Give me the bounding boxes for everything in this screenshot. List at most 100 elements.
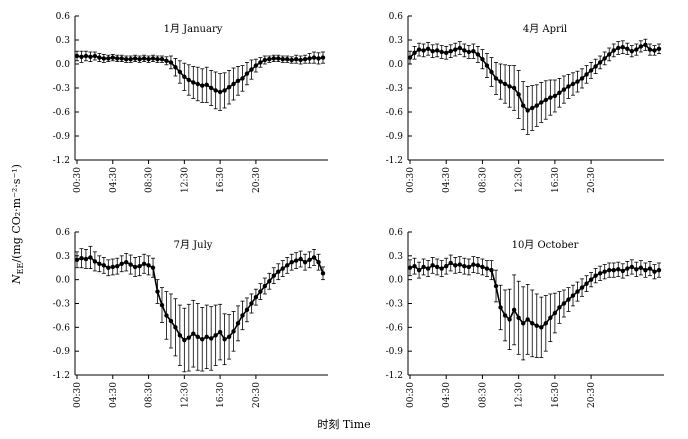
y-tick-label: -0.3 bbox=[386, 84, 404, 94]
data-point bbox=[132, 56, 138, 61]
data-point bbox=[128, 262, 133, 267]
data-point bbox=[652, 48, 657, 53]
data-point bbox=[307, 257, 312, 263]
data-point bbox=[634, 47, 639, 52]
data-point bbox=[434, 48, 440, 53]
data-point bbox=[489, 69, 494, 75]
data-point bbox=[320, 271, 326, 276]
data-point bbox=[128, 57, 133, 62]
y-tick-label: -1.2 bbox=[386, 156, 403, 166]
x-tick-label: 08:30 bbox=[145, 382, 155, 408]
data-point bbox=[602, 56, 607, 61]
data-point bbox=[119, 56, 124, 61]
data-point bbox=[253, 294, 259, 300]
data-point bbox=[484, 63, 490, 68]
y-tick-label: -0.6 bbox=[53, 108, 71, 118]
data-point bbox=[475, 52, 481, 57]
data-point bbox=[267, 57, 272, 62]
data-point bbox=[611, 48, 616, 53]
data-point bbox=[150, 56, 156, 61]
data-point bbox=[276, 269, 281, 274]
data-point bbox=[110, 55, 115, 60]
data-point bbox=[293, 258, 299, 263]
data-point bbox=[511, 85, 517, 91]
data-point bbox=[530, 321, 535, 326]
data-point bbox=[124, 57, 129, 62]
data-point bbox=[543, 97, 549, 103]
y-tick-label: -0.9 bbox=[386, 132, 404, 142]
data-point bbox=[511, 307, 517, 313]
data-point bbox=[240, 313, 245, 318]
panel-october: 0.6 0.3 0.0 -0.3 -0.6 -0.9 -1.200:30 04:30 08:30… bbox=[386, 228, 664, 408]
data-point bbox=[638, 44, 644, 49]
data-point bbox=[579, 285, 585, 290]
data-point bbox=[79, 54, 84, 59]
data-point bbox=[566, 297, 571, 302]
data-point bbox=[146, 263, 151, 268]
data-point bbox=[484, 266, 490, 271]
data-point bbox=[543, 321, 549, 326]
data-point bbox=[244, 71, 250, 76]
data-point bbox=[539, 100, 544, 105]
data-point bbox=[629, 264, 635, 270]
data-point bbox=[119, 261, 124, 266]
x-tick-label: 20:30 bbox=[587, 167, 597, 193]
y-axis-label-units: /(mg CO₂·m⁻²·s⁻¹) bbox=[10, 164, 23, 263]
data-point bbox=[285, 57, 290, 62]
data-point bbox=[575, 79, 580, 84]
data-point bbox=[302, 259, 308, 265]
data-point bbox=[97, 55, 102, 60]
data-point bbox=[191, 80, 196, 85]
x-tick-label: 16:30 bbox=[551, 167, 561, 193]
x-tick-label: 12:30 bbox=[180, 382, 190, 408]
y-tick-label: -0.9 bbox=[53, 132, 71, 142]
x-tick-label: 12:30 bbox=[515, 382, 525, 408]
data-point bbox=[298, 256, 303, 262]
data-point bbox=[593, 64, 598, 69]
data-point bbox=[74, 53, 80, 59]
x-tick-label: 16:30 bbox=[216, 382, 226, 408]
data-point bbox=[186, 335, 192, 340]
data-point bbox=[115, 56, 120, 61]
data-point bbox=[561, 87, 567, 92]
data-point bbox=[534, 323, 539, 328]
data-point bbox=[280, 57, 285, 62]
data-point bbox=[159, 302, 165, 308]
data-point bbox=[566, 84, 571, 89]
x-tick-label: 00:30 bbox=[406, 382, 416, 408]
data-point bbox=[407, 265, 413, 270]
data-point bbox=[262, 283, 268, 289]
data-point bbox=[656, 46, 662, 51]
data-point bbox=[593, 273, 598, 278]
y-tick-label: -0.6 bbox=[386, 323, 404, 333]
data-point bbox=[240, 76, 245, 81]
data-point bbox=[421, 264, 426, 270]
data-point bbox=[525, 317, 530, 322]
data-point bbox=[584, 72, 589, 77]
data-point bbox=[421, 48, 426, 53]
data-point bbox=[475, 263, 481, 268]
data-point bbox=[253, 63, 259, 68]
data-point bbox=[597, 271, 603, 276]
x-tick-label: 12:30 bbox=[515, 167, 525, 193]
data-point bbox=[466, 49, 472, 55]
data-point bbox=[453, 47, 458, 52]
data-point bbox=[412, 50, 417, 55]
x-tick-label: 20:30 bbox=[252, 167, 262, 193]
data-point bbox=[115, 263, 120, 269]
y-tick-label: -1.2 bbox=[386, 371, 403, 381]
y-tick-label: 0.6 bbox=[56, 12, 71, 22]
y-axis-label: NEE/(mg CO₂·m⁻²·s⁻¹) bbox=[10, 164, 25, 285]
data-point bbox=[231, 329, 236, 334]
data-point bbox=[407, 55, 413, 60]
data-point bbox=[444, 263, 449, 269]
data-point bbox=[311, 255, 317, 260]
data-point bbox=[267, 279, 272, 284]
x-tick-label: 00:30 bbox=[406, 167, 416, 193]
data-point bbox=[217, 329, 223, 335]
data-point bbox=[141, 56, 147, 61]
data-point bbox=[471, 49, 476, 54]
data-point bbox=[182, 337, 187, 343]
x-tick-label: 08:30 bbox=[478, 167, 488, 193]
data-point bbox=[466, 264, 472, 270]
